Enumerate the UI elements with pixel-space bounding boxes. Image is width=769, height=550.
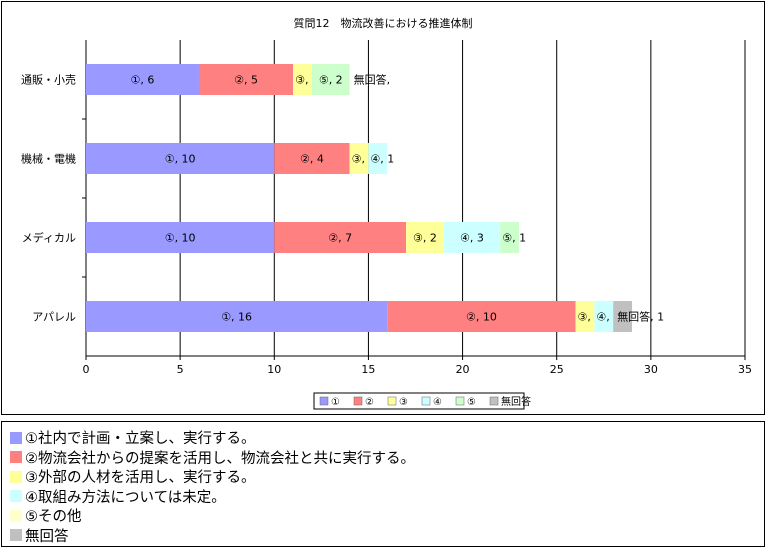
legend-description-item: ③外部の人材を活用し、実行する。 [10, 467, 764, 487]
legend-description-swatch [10, 451, 22, 464]
bar-segment [387, 301, 576, 332]
legend-label: ① [331, 397, 340, 408]
category-label: 機械・電機 [21, 152, 76, 166]
x-tick-label: 0 [83, 363, 90, 376]
stacked-bar-chart: 質問12 物流改善における推進体制 0 5 10 15 20 25 30 35 アパレル ①, 1… [21, 16, 752, 410]
bar-segment [368, 143, 388, 174]
bar-segment [293, 64, 312, 95]
chart-title: 質問12 物流改善における推進体制 [294, 16, 473, 30]
data-label: ②, 5 [234, 74, 258, 87]
legend-label: 無回答 [501, 395, 531, 408]
legend-description-text: ④取組み方法については未定。 [25, 489, 226, 506]
legend-swatch [319, 396, 329, 406]
data-label: ②, 7 [328, 232, 352, 245]
data-label: ③, 2 [413, 232, 437, 245]
data-label: ①, 16 [221, 311, 252, 324]
legend-swatch [489, 396, 499, 406]
legend-swatch [387, 396, 397, 406]
x-tick-label: 35 [738, 363, 752, 376]
x-tick-label: 20 [456, 363, 470, 376]
legend-frame [313, 392, 525, 410]
x-tick-label: 15 [361, 363, 375, 376]
data-label: ①, 6 [131, 74, 155, 87]
bar-segment [86, 143, 275, 174]
legend-label: ② [365, 397, 374, 408]
data-label: ①, 10 [165, 153, 196, 166]
x-tick-label: 30 [644, 363, 658, 376]
legend-description-text: ①社内で計画・立案し、実行する。 [25, 431, 256, 448]
data-label: ②, 10 [466, 311, 497, 324]
bar-segment [86, 64, 199, 95]
legend-label: ④ [433, 397, 442, 408]
legend-description-swatch [10, 490, 22, 503]
bar-segment [311, 64, 350, 95]
data-label: 無回答, [354, 73, 391, 87]
legend-description-swatch [10, 470, 22, 483]
bar-segment [274, 143, 350, 174]
bar-segment [86, 222, 275, 253]
legend-description-item: 無回答 [10, 526, 764, 546]
bar-segment [86, 301, 388, 332]
bar-segment [443, 222, 501, 253]
legend-description-box: ①社内で計画・立案し、実行する。 ②物流会社からの提案を活用し、物流会社と共に実行… [1, 421, 765, 547]
bar-segment [349, 143, 369, 174]
legend-description-item: ④取組み方法については未定。 [10, 487, 764, 507]
legend-swatch [455, 396, 465, 406]
bar-segment [274, 222, 407, 253]
data-label: ②, 4 [300, 153, 324, 166]
x-tick-label: 10 [267, 363, 281, 376]
legend-description-item: ⑤その他 [10, 506, 764, 526]
data-label: ⑤, 2 [319, 74, 343, 87]
legend-swatch [353, 396, 363, 406]
x-tick-label: 5 [177, 363, 184, 376]
chart-frame: 質問12 物流改善における推進体制 0 5 10 15 20 25 30 35 アパレル ①, 1… [1, 1, 765, 415]
bar-segment [406, 222, 444, 253]
bar-segment [613, 301, 633, 332]
bar-segment [500, 222, 520, 253]
legend-description-text: 無回答 [25, 528, 69, 545]
legend-description-swatch [10, 431, 22, 444]
legend-label: ⑤ [467, 397, 476, 408]
legend-description-text: ②物流会社からの提案を活用し、物流会社と共に実行する。 [25, 450, 415, 467]
legend-label: ③ [399, 397, 408, 408]
category-label: 通販・小売 [21, 74, 76, 87]
category-label: アパレル [32, 311, 76, 324]
legend-description-swatch [10, 529, 22, 542]
data-label: ⑤, 1 [502, 232, 526, 245]
data-label: ①, 10 [165, 232, 196, 245]
legend-swatch [421, 396, 431, 406]
x-tick-label: 25 [550, 363, 564, 376]
bar-segment [575, 301, 595, 332]
legend-description-text: ⑤その他 [25, 509, 82, 526]
legend-description-item: ②物流会社からの提案を活用し、物流会社と共に実行する。 [10, 448, 764, 468]
bar-segment [594, 301, 614, 332]
bar-segment [198, 64, 294, 95]
chart-legend: ① ② ③ ④ ⑤ 無回答 [313, 392, 531, 410]
data-label: ④, 3 [460, 232, 484, 245]
category-label: メディカル [22, 231, 76, 245]
data-label: ④, 1 [370, 153, 394, 166]
data-label: 無回答, 1 [617, 310, 664, 324]
legend-description-swatch [10, 509, 22, 522]
legend-description-text: ③外部の人材を活用し、実行する。 [25, 470, 256, 487]
legend-description-item: ①社内で計画・立案し、実行する。 [10, 428, 764, 448]
